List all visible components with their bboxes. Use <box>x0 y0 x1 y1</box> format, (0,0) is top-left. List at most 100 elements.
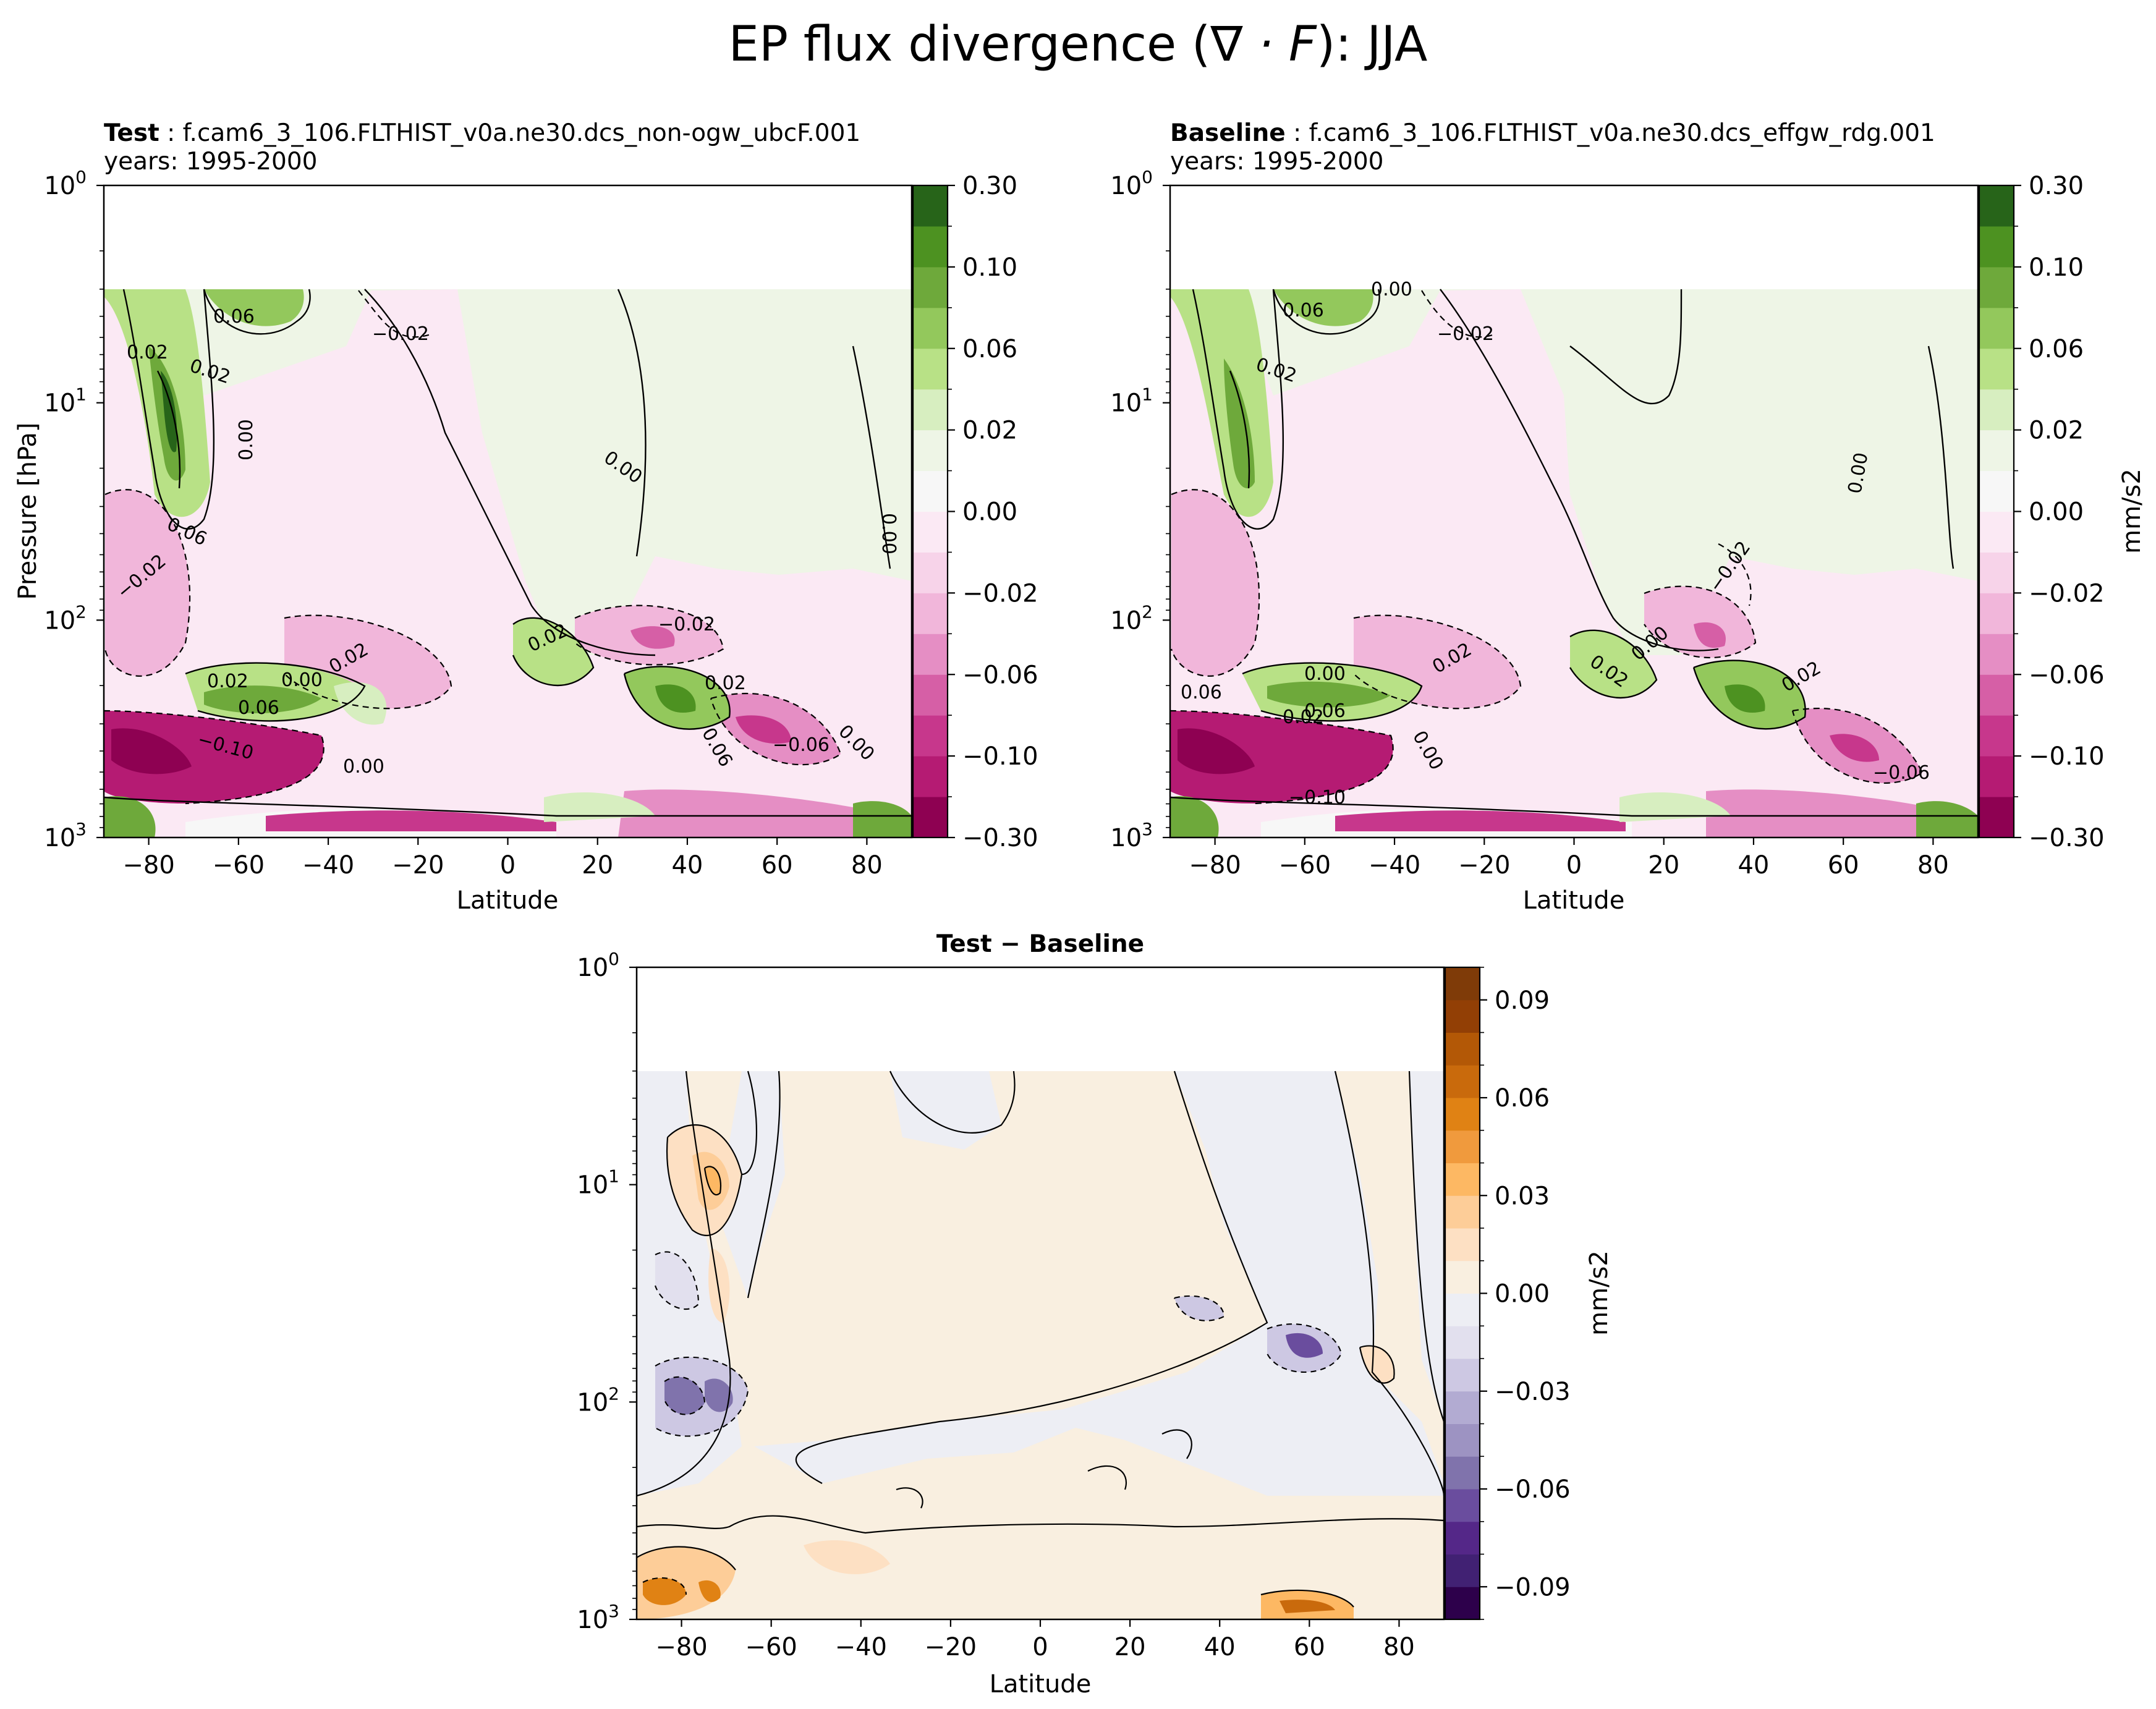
colorbar-swatch <box>1979 511 2014 553</box>
contour-label: 0.00 <box>878 513 899 554</box>
colorbar-swatch <box>1979 307 2014 349</box>
colorbar-baseline-label: mm/s2 <box>2118 469 2146 554</box>
y-tick-label: 101 <box>44 384 87 418</box>
colorbar-tick-label: 0.06 <box>1495 1084 1550 1113</box>
contour-label: 0.02 <box>127 342 168 363</box>
colorbar-swatch <box>913 348 948 390</box>
x-tick-label: 60 <box>1828 851 1859 880</box>
colorbar-swatch <box>1979 634 2014 675</box>
colorbar-swatch <box>1979 674 2014 716</box>
x-tick-label: −80 <box>122 851 174 880</box>
panel-test-xlabel: Latitude <box>457 886 559 915</box>
x-tick-label: 60 <box>762 851 793 880</box>
colorbar-tick-label: 0.03 <box>1495 1182 1550 1210</box>
colorbar-swatch <box>913 797 948 838</box>
panel-diff-field <box>637 967 1444 1619</box>
panel-diff-xlabel: Latitude <box>990 1670 1092 1698</box>
colorbar-swatch <box>1445 1065 1480 1098</box>
x-tick-label: 20 <box>1648 851 1679 880</box>
y-tick-label: 100 <box>44 167 87 200</box>
colorbar-swatch <box>913 634 948 675</box>
y-tick-label: 101 <box>577 1166 619 1200</box>
colorbar-tick-label: −0.06 <box>2029 661 2105 689</box>
colorbar-tick-label: −0.06 <box>962 661 1038 689</box>
x-tick-label: −60 <box>1279 851 1331 880</box>
panel-baseline: Baseline : f.cam6_3_106.FLTHIST_v0a.ne30… <box>1110 119 1979 915</box>
colorbar-tick-label: −0.10 <box>962 742 1038 771</box>
contour-label: −0.02 <box>658 614 715 635</box>
colorbar-swatch <box>1979 185 2014 227</box>
colorbar-swatch <box>1979 389 2014 431</box>
colorbar-tick-label: −0.06 <box>1495 1475 1571 1504</box>
colorbar-swatch <box>1979 797 2014 838</box>
x-tick-label: 40 <box>1738 851 1769 880</box>
colorbar-swatch <box>1445 1521 1480 1554</box>
colorbar-swatch <box>1445 1423 1480 1457</box>
panel-diff-y-ticks: 100 101 102 103 <box>577 949 637 1634</box>
contour-label: 0.06 <box>1181 682 1222 703</box>
y-tick-label: 103 <box>577 1601 619 1634</box>
panel-baseline-field <box>1170 185 1978 838</box>
contour-label: 0.02 <box>1283 706 1324 728</box>
colorbar-swatch <box>1979 593 2014 634</box>
panel-diff-title: Test − Baseline <box>936 930 1144 958</box>
colorbar-baseline: 0.30 0.10 0.06 0.02 0.00 −0.02 −0.06 −0.10 −0.30 <box>1978 172 2105 852</box>
panel-diff: Test − Baseline <box>577 930 1445 1698</box>
colorbar-swatch <box>913 266 948 308</box>
colorbar-swatch <box>1445 1032 1480 1066</box>
colorbar-swatch <box>1979 552 2014 593</box>
contour-label: 0.06 <box>1283 300 1324 321</box>
x-tick-label: 40 <box>671 851 703 880</box>
x-tick-label: 0 <box>1032 1633 1048 1661</box>
colorbar-tick-label: −0.10 <box>2029 742 2105 771</box>
panel-test: Test : f.cam6_3_106.FLTHIST_v0a.ne30.dcs… <box>14 119 913 915</box>
colorbar-tick-label: 0.00 <box>2029 498 2084 527</box>
contour-label: 0.02 <box>207 671 248 692</box>
colorbar-test: 0.30 0.10 0.06 0.02 0.00 −0.02 −0.06 −0.10 −0.30 <box>912 172 1038 852</box>
x-tick-label: −60 <box>213 851 265 880</box>
colorbar-swatch <box>1979 430 2014 472</box>
contour-label: 0.02 <box>705 672 746 694</box>
colorbar-tick-label: −0.30 <box>2029 824 2105 852</box>
panel-test-title: Test : f.cam6_3_106.FLTHIST_v0a.ne30.dcs… <box>104 119 860 147</box>
x-tick-label: 0 <box>500 851 516 880</box>
x-tick-label: 40 <box>1204 1633 1236 1661</box>
colorbar-swatch <box>1445 1195 1480 1229</box>
contour-label: 0.00 <box>236 419 257 460</box>
contour-label: −0.02 <box>1437 323 1494 345</box>
colorbar-swatch <box>913 674 948 716</box>
contour-label: −0.06 <box>773 734 830 756</box>
colorbar-tick-label: 0.00 <box>1495 1280 1550 1308</box>
colorbar-tick-label: −0.02 <box>962 579 1038 608</box>
contour-label: 0.00 <box>281 669 323 691</box>
colorbar-swatch <box>1445 1260 1480 1294</box>
y-tick-label: 103 <box>1110 819 1153 852</box>
colorbar-swatch <box>1979 226 2014 268</box>
colorbar-swatch <box>1979 266 2014 308</box>
colorbar-swatch <box>913 307 948 349</box>
panel-baseline-x-ticks: −80 −60 −40 −20 0 20 40 60 80 <box>1189 838 1949 880</box>
colorbar-swatch <box>1445 999 1480 1033</box>
colorbar-swatch <box>913 552 948 593</box>
y-tick-label: 101 <box>1110 384 1153 418</box>
contour-label: 0.06 <box>213 306 255 328</box>
colorbar-swatch <box>1445 1326 1480 1359</box>
colorbar-swatch <box>1445 1489 1480 1522</box>
panel-test-ylabel: Pressure [hPa] <box>14 423 42 600</box>
colorbar-swatch <box>1445 967 1480 1001</box>
panel-baseline-subtitle: years: 1995-2000 <box>1170 148 1383 176</box>
y-tick-label: 100 <box>1110 167 1153 200</box>
colorbar-diff: 0.09 0.06 0.03 0.00 −0.03 −0.06 −0.09 <box>1444 966 1571 1621</box>
panel-baseline-y-ticks: 100 101 102 103 <box>1110 167 1170 852</box>
colorbar-swatch <box>1445 1456 1480 1490</box>
x-tick-label: 80 <box>851 851 883 880</box>
panel-baseline-xlabel: Latitude <box>1523 886 1625 915</box>
x-tick-label: −80 <box>1189 851 1241 880</box>
colorbar-tick-label: −0.03 <box>1495 1378 1571 1406</box>
y-tick-label: 103 <box>44 819 87 852</box>
colorbar-tick-label: 0.06 <box>962 335 1017 363</box>
colorbar-tick-label: 0.06 <box>2029 335 2084 363</box>
colorbar-swatch <box>1445 1130 1480 1163</box>
x-tick-label: −80 <box>655 1633 707 1661</box>
